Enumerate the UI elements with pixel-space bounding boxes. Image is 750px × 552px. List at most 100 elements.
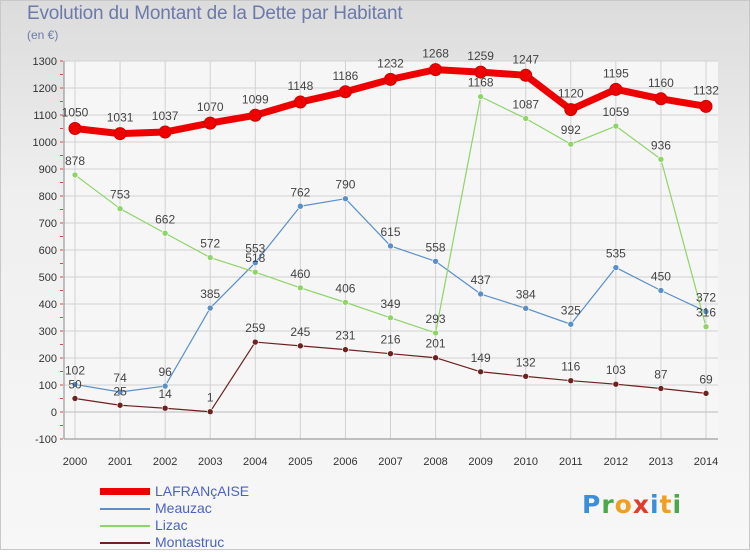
point-meauzac <box>342 195 349 202</box>
point-montastruc <box>567 377 575 384</box>
data-label-lafranaise: 1050 <box>62 106 89 120</box>
point-lizac <box>432 329 439 337</box>
data-label-lizac: 349 <box>380 297 400 311</box>
x-tick-label: 2007 <box>378 456 402 468</box>
data-label-lizac: 936 <box>651 138 671 152</box>
x-tick-label: 2000 <box>63 456 87 468</box>
y-tick-label: 1100 <box>33 110 57 122</box>
data-label-meauzac: 790 <box>335 178 355 192</box>
legend-label-meauzac: Meauzac <box>155 500 212 516</box>
point-meauzac <box>477 290 484 298</box>
data-label-meauzac: 96 <box>158 365 172 379</box>
y-tick-label: 500 <box>39 272 57 284</box>
data-label-meauzac: 372 <box>696 291 716 305</box>
y-tick-label: 1200 <box>33 83 57 95</box>
data-label-lafranaise: 1037 <box>152 109 179 123</box>
point-montastruc <box>297 342 304 350</box>
point-lafranaise <box>113 127 127 141</box>
data-label-montastruc: 1 <box>207 391 214 405</box>
x-tick-label: 2001 <box>108 456 132 468</box>
data-label-meauzac: 558 <box>426 240 446 254</box>
x-tick-label: 2008 <box>423 456 447 468</box>
data-label-lafranaise: 1099 <box>242 92 269 106</box>
point-meauzac <box>387 242 394 250</box>
point-meauzac <box>297 202 304 210</box>
y-tick-label: 100 <box>39 380 57 392</box>
point-lizac <box>71 171 79 179</box>
point-montastruc <box>71 395 79 402</box>
data-label-lizac: 1059 <box>603 105 630 119</box>
data-label-montastruc: 103 <box>606 363 626 377</box>
point-lizac <box>657 155 665 163</box>
data-label-lafranaise: 1268 <box>422 47 449 61</box>
data-label-montastruc: 216 <box>380 333 400 347</box>
point-meauzac <box>657 287 665 294</box>
data-label-lafranaise: 1259 <box>467 49 494 63</box>
point-lafranaise <box>609 82 623 96</box>
point-montastruc <box>251 338 259 346</box>
data-label-montastruc: 245 <box>290 325 310 339</box>
legend-swatch-lizac <box>100 525 150 527</box>
data-label-lafranaise: 1070 <box>197 100 224 114</box>
data-label-meauzac: 762 <box>290 185 310 199</box>
point-meauzac <box>161 382 169 390</box>
legend-label-montastruc: Montastruc <box>155 534 225 550</box>
data-label-lafranaise: 1160 <box>648 76 674 90</box>
point-meauzac <box>612 264 620 271</box>
data-label-lizac: 460 <box>290 267 310 281</box>
point-montastruc <box>387 350 394 357</box>
data-label-meauzac: 535 <box>606 247 626 261</box>
legend-swatch-montastruc <box>100 542 150 544</box>
point-lafranaise <box>158 125 172 139</box>
point-meauzac <box>432 258 439 265</box>
point-lizac <box>702 323 710 330</box>
data-label-lizac: 662 <box>155 212 175 226</box>
point-lizac <box>161 229 169 237</box>
point-lizac <box>567 140 575 148</box>
point-lizac <box>206 254 214 261</box>
point-montastruc <box>206 408 214 416</box>
x-tick-label: 2005 <box>288 456 312 468</box>
point-montastruc <box>161 404 169 412</box>
point-meauzac <box>251 259 259 266</box>
data-label-lizac: 518 <box>245 251 265 265</box>
data-label-montastruc: 231 <box>335 329 355 343</box>
point-lafranaise <box>699 99 713 113</box>
point-lafranaise <box>338 85 352 99</box>
point-meauzac <box>702 308 710 315</box>
point-lafranaise <box>654 92 668 106</box>
data-label-meauzac: 437 <box>471 273 491 287</box>
y-tick-label: 200 <box>39 353 57 365</box>
y-tick-label: 700 <box>39 218 57 230</box>
point-montastruc <box>612 380 620 388</box>
data-label-montastruc: 14 <box>158 387 172 401</box>
y-tick-label: 0 <box>51 407 57 419</box>
point-montastruc <box>342 346 349 353</box>
data-label-meauzac: 450 <box>651 270 671 284</box>
data-label-lafranaise: 1195 <box>603 66 629 80</box>
data-label-meauzac: 385 <box>200 287 220 301</box>
legend-swatch-meauzac <box>100 508 150 510</box>
data-label-montastruc: 69 <box>699 372 713 386</box>
data-label-lafranaise: 1186 <box>333 69 359 83</box>
data-label-meauzac: 553 <box>245 242 265 256</box>
point-montastruc <box>702 390 710 397</box>
data-label-montastruc: 259 <box>245 321 265 335</box>
point-lafranaise <box>519 68 533 82</box>
point-lizac <box>342 299 349 306</box>
y-tick-label: 300 <box>39 326 57 338</box>
data-label-montastruc: 87 <box>654 368 668 382</box>
data-label-montastruc: 25 <box>113 384 127 398</box>
y-tick-label: 1300 <box>33 56 57 68</box>
data-label-lizac: 878 <box>65 154 85 168</box>
x-tick-label: 2004 <box>243 456 267 468</box>
proxiti-logo: Proxiti <box>582 490 683 519</box>
point-lafranaise <box>474 65 488 79</box>
data-label-montastruc: 116 <box>561 360 580 374</box>
data-label-lafranaise: 1232 <box>377 56 404 70</box>
data-label-montastruc: 132 <box>516 355 536 369</box>
point-montastruc <box>432 354 439 362</box>
data-label-lafranaise: 1148 <box>287 79 313 93</box>
point-meauzac <box>522 305 530 312</box>
